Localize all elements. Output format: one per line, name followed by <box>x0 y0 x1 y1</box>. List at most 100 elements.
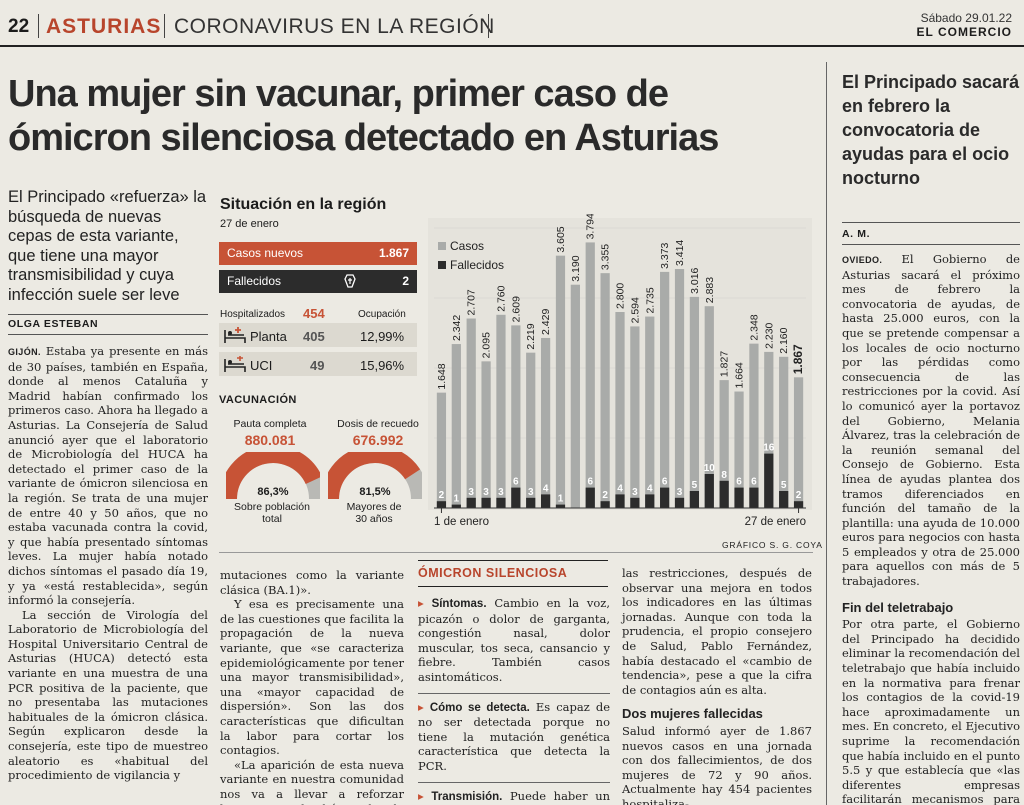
box-item: ▸ Síntomas. Cambio en la voz, picazón o … <box>418 596 611 684</box>
fallecidos-label: Fallecidos <box>227 274 282 288</box>
fallecidos-value-label: 4 <box>617 483 623 494</box>
fallecidos-bar <box>689 491 700 508</box>
box-item: ▸ Cómo se detecta. Es capaz de no ser de… <box>418 699 610 773</box>
casos-value-label: 2.095 <box>481 332 493 358</box>
casos-value-label: 2.760 <box>495 285 507 311</box>
sidebar-byline: A. M. <box>842 228 871 240</box>
fallecidos-bar <box>600 501 610 508</box>
fallecidos-value-label: 6 <box>662 477 668 488</box>
fallecidos-bar <box>779 491 789 508</box>
fallecidos-bar <box>526 497 536 508</box>
casos-bar <box>779 356 789 508</box>
casos-value-label: 2.800 <box>615 283 627 309</box>
casos-bar <box>496 314 506 508</box>
x-end-label: 27 de enero <box>745 516 806 528</box>
column-divider <box>826 62 827 805</box>
recuerdo-pct: 81,5% <box>359 486 391 498</box>
fallecidos-value-label: 2 <box>439 490 445 501</box>
casos-bar <box>764 351 774 508</box>
paragraph: Y esa es precisamente una de las cuestio… <box>220 597 404 758</box>
planta-row <box>219 323 417 347</box>
divider <box>418 692 610 694</box>
fallecidos-bar <box>764 453 774 508</box>
box-item: ▸ Transmisión. Puede haber un aumento de… <box>418 789 610 805</box>
fallecidos-bar <box>481 497 491 508</box>
fallecidos-bar <box>734 487 744 508</box>
vacunacion-title: VACUNACIÓN <box>219 394 297 406</box>
divider <box>418 560 608 561</box>
casos-bar <box>526 352 536 508</box>
fallecidos-value-label: 3 <box>498 487 504 498</box>
fallecidos-bar <box>674 497 685 508</box>
section-topic: CORONAVIRUS EN LA REGIÓN <box>174 15 495 38</box>
paragraph: Salud informó ayer de 1.867 nuevos casos… <box>622 723 812 805</box>
legend-label-casos: Casos <box>450 239 484 253</box>
publication-name: EL COMERCIO <box>916 25 1012 39</box>
fallecidos-value-label: 4 <box>647 483 653 494</box>
paragraph: «La aparición de esta nueva variante en … <box>220 757 404 805</box>
casos-value-label: 3.016 <box>689 267 701 293</box>
divider <box>38 14 39 38</box>
box-item-head: Transmisión. <box>431 790 503 803</box>
casos-value-label: 2.609 <box>510 296 522 322</box>
divider <box>842 222 1020 223</box>
casos-value-label: 2.342 <box>451 315 463 341</box>
byline: OLGA ESTEBAN <box>8 318 99 330</box>
masthead-rule <box>0 45 1024 47</box>
icu-bed-icon <box>224 356 246 372</box>
box-item-text: Es capaz de no ser detectada porque no t… <box>418 699 610 773</box>
infographic-title: Situación en la región <box>220 196 387 213</box>
dateline: OVIEDO. <box>842 255 883 265</box>
divider <box>219 552 813 553</box>
casos-value-label: 3.794 <box>585 214 597 239</box>
divider <box>164 14 165 38</box>
casos-bar <box>615 312 625 508</box>
fallecidos-bar <box>719 480 729 508</box>
pauta-label: Pauta completa <box>233 418 307 430</box>
divider <box>8 334 208 335</box>
paragraph: Estaba ya presente en más de 30 países, … <box>8 344 209 608</box>
casos-value-label: 2.594 <box>629 297 641 323</box>
fallecidos-value-label: 16 <box>763 443 775 454</box>
paragraph: La sección de Virología del Laboratorio … <box>8 607 208 783</box>
divider <box>488 14 489 38</box>
casos-bar <box>719 380 729 508</box>
fallecidos-value-label: 3 <box>528 487 534 498</box>
casos-value-label: 2.348 <box>748 314 760 340</box>
fallecidos-bar <box>540 494 551 508</box>
casos-bar <box>511 325 521 508</box>
casos-value-label: 1.827 <box>719 351 731 377</box>
uci-label: UCI <box>250 358 273 373</box>
casos-bar <box>734 391 744 508</box>
hospital-bed-icon <box>224 327 246 343</box>
casos-value-label: 2.160 <box>778 327 790 353</box>
casos-bar <box>674 269 685 508</box>
legend-swatch-casos <box>438 242 446 250</box>
fallecidos-value-label: 5 <box>692 480 698 491</box>
hospitalizados-value: 454 <box>303 306 325 321</box>
pauta-pct: 86,3% <box>257 486 289 498</box>
fallecidos-bar <box>704 474 714 508</box>
fallecidos-box: Fallecidos 2 <box>219 270 417 293</box>
box-item-head: Cómo se detecta. <box>429 701 530 714</box>
box-content: ▸ Síntomas. Cambio en la voz, picazón o … <box>418 596 610 805</box>
fallecidos-value-label: 5 <box>781 480 787 491</box>
casos-value-label: 3.355 <box>600 244 612 270</box>
casos-bar <box>451 344 461 508</box>
x-start-label: 1 de enero <box>434 516 489 528</box>
section-name: ASTURIAS <box>46 15 162 38</box>
casos-bar <box>689 296 700 508</box>
casos-value-label: 1.648 <box>436 363 448 389</box>
casos-label: Casos nuevos <box>227 246 304 260</box>
fallecidos-bar <box>436 501 447 508</box>
planta-label: Planta <box>250 329 287 344</box>
subheading: Dos mujeres fallecidas <box>622 706 763 722</box>
fallecidos-bar <box>555 504 566 508</box>
issue-date: Sábado 29.01.22 <box>920 11 1012 25</box>
fallecidos-value-label: 3 <box>483 487 489 498</box>
fallecidos-bar <box>451 504 461 508</box>
casos-value-label: 2.429 <box>540 309 552 335</box>
casos-nuevos-box: Casos nuevos 1.867 <box>219 242 417 265</box>
casos-bar <box>466 318 476 508</box>
uci-row <box>219 352 417 376</box>
